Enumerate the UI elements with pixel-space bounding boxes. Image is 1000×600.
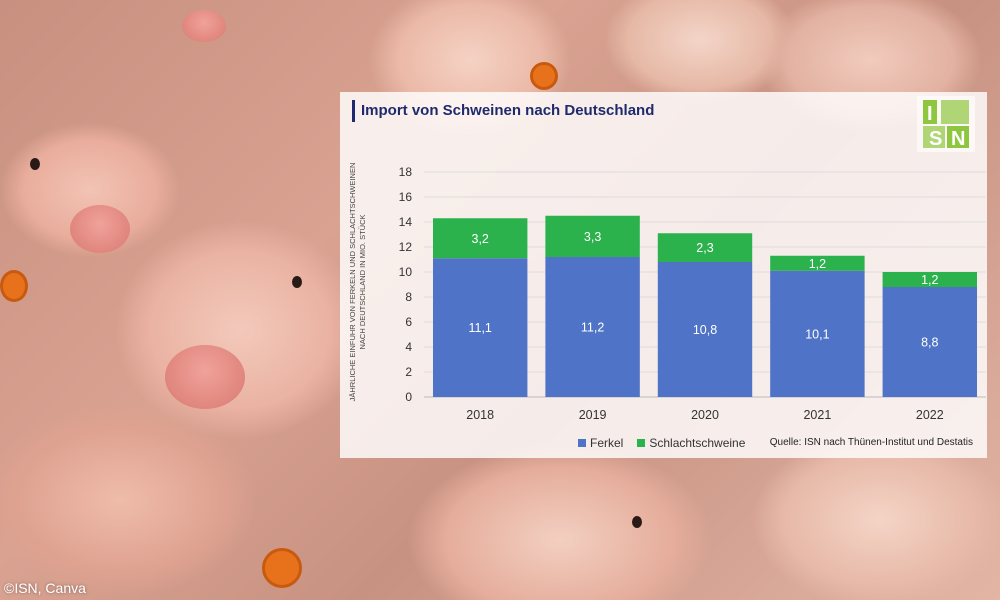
pig-eye [30, 158, 40, 170]
y-tick-label: 0 [405, 390, 412, 404]
bar-ferkel-2022 [882, 287, 978, 397]
pig-snout [70, 205, 130, 253]
svg-text:I: I [927, 103, 933, 125]
chart-legend: Ferkel Schlachtschweine [578, 436, 745, 450]
isn-logo-icon: I S N [917, 96, 975, 152]
data-label-ferkel-2020: 10,8 [693, 323, 717, 337]
legend-swatch-ferkel [578, 439, 586, 447]
data-label-schlachtschweine-2021: 1,2 [809, 257, 826, 271]
y-tick-label: 8 [405, 290, 412, 304]
data-label-schlachtschweine-2019: 3,3 [584, 230, 601, 244]
data-label-ferkel-2018: 11,1 [468, 321, 491, 335]
y-tick-label: 18 [399, 165, 413, 179]
ear-tag [262, 548, 302, 588]
chart-source-note: Quelle: ISN nach Thünen-Institut und Des… [769, 437, 973, 448]
bar-schlachtschweine-2019 [545, 215, 640, 257]
legend-label-ferkel: Ferkel [590, 436, 624, 450]
y-axis-title-line2: NACH DEUTSCHLAND IN MIO. STÜCK [358, 214, 367, 349]
x-tick-label: 2022 [916, 408, 944, 422]
y-tick-label: 16 [399, 190, 413, 204]
y-axis-title-line1: JÄHRLICHE EINFUHR VON FERKELN UND SCHLAC… [348, 163, 357, 402]
pig-eye [292, 276, 302, 288]
x-tick-label: 2019 [579, 408, 607, 422]
data-label-schlachtschweine-2022: 1,2 [921, 273, 938, 287]
data-label-schlachtschweine-2020: 2,3 [696, 241, 713, 255]
data-label-ferkel-2022: 8,8 [921, 336, 938, 350]
y-tick-label: 14 [399, 215, 413, 229]
legend-label-schlachtschweine: Schlachtschweine [649, 436, 746, 450]
chart-title: Import von Schweinen nach Deutschland [352, 100, 654, 122]
y-tick-label: 6 [405, 315, 412, 329]
data-label-ferkel-2019: 11,2 [581, 321, 604, 335]
legend-item-schlachtschweine: Schlachtschweine [637, 436, 745, 450]
ear-tag [530, 62, 558, 90]
x-tick-label: 2018 [466, 408, 494, 422]
bar-schlachtschweine-2018 [432, 218, 528, 259]
y-tick-label: 12 [399, 240, 413, 254]
bar-schlachtschweine-2022 [882, 272, 978, 287]
bar-ferkel-2021 [770, 270, 865, 397]
legend-item-ferkel: Ferkel [578, 436, 623, 450]
y-tick-label: 4 [405, 340, 412, 354]
bar-schlachtschweine-2021 [770, 255, 865, 271]
y-tick-label: 10 [399, 265, 413, 279]
bar-ferkel-2020 [657, 262, 753, 397]
y-tick-label: 2 [405, 365, 412, 379]
legend-swatch-schlachtschweine [637, 439, 646, 447]
pig-eye [632, 516, 642, 528]
bar-schlachtschweine-2020 [657, 233, 753, 262]
ear-tag [0, 270, 28, 302]
bar-ferkel-2019 [545, 257, 640, 397]
chart-panel: Import von Schweinen nach Deutschland I … [340, 92, 987, 458]
copyright-caption: ©ISN, Canva [4, 580, 86, 596]
svg-text:N: N [951, 128, 965, 150]
pig-snout [182, 10, 226, 42]
bar-ferkel-2018 [432, 258, 528, 397]
data-label-schlachtschweine-2018: 3,2 [472, 232, 489, 246]
x-tick-label: 2021 [803, 408, 831, 422]
stacked-bar-chart: 0 2 4 6 8 10 12 14 16 18 11,1 3,2 2018 11,2 3,3 2019 10,… [399, 165, 986, 422]
pig-snout [165, 345, 245, 409]
data-label-ferkel-2021: 10,1 [805, 327, 829, 341]
svg-text:S: S [929, 128, 942, 150]
y-axis-title: JÄHRLICHE EINFUHR VON FERKELN UND SCHLAC… [348, 163, 367, 402]
x-tick-label: 2020 [691, 408, 719, 422]
